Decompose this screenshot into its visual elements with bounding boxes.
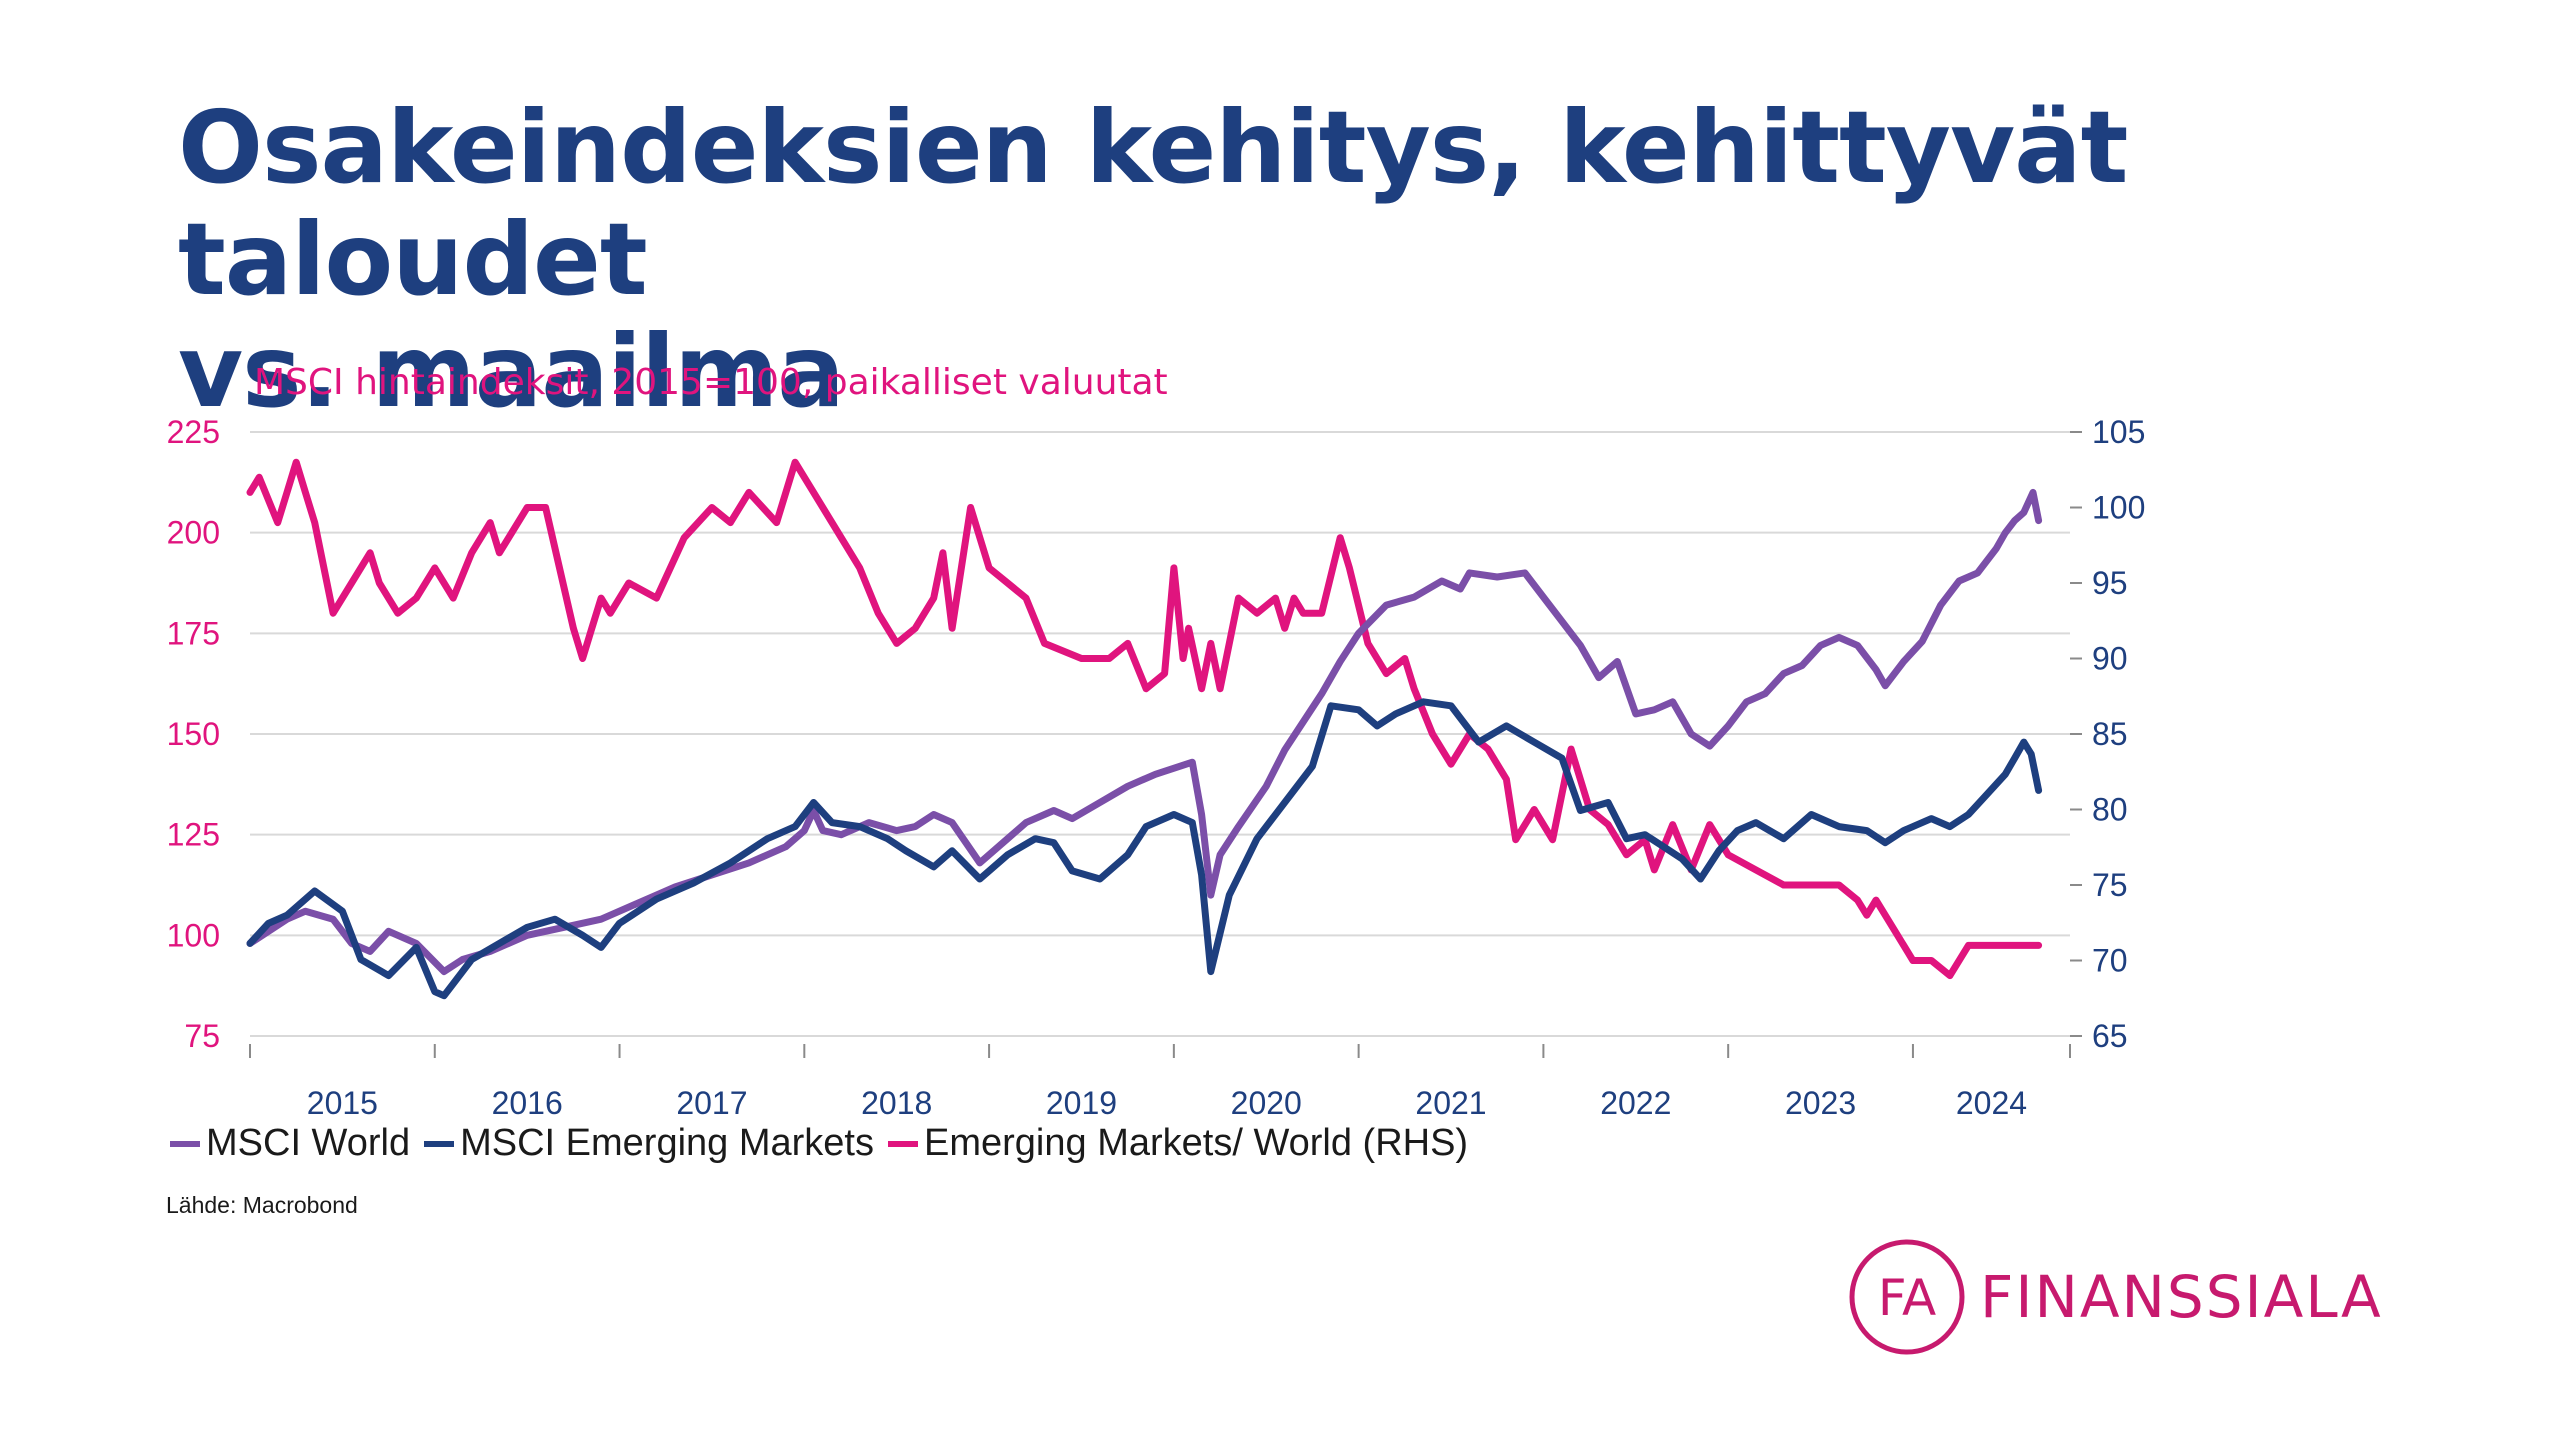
slide-title-line-2: vs. maailma (178, 313, 845, 430)
right-axis-tick-label: 100 (2092, 490, 2145, 526)
series-line-em-world-ratio (246, 458, 2043, 980)
axis-layer: 75 100 125 150 175 200 225 65 70 75 80 85 90 95 100 105… (167, 414, 2146, 1121)
left-axis-tick-label: 150 (167, 716, 220, 752)
x-axis-tick-label: 2021 (1415, 1085, 1486, 1121)
chart: 75 100 125 150 175 200 225 65 70 75 80 85 90 95 100 105… (167, 414, 2146, 1121)
series-line-msci-world (246, 488, 2043, 976)
series-line-msci-emerging-markets (246, 698, 2043, 1000)
right-axis-tick-label: 85 (2092, 716, 2128, 752)
x-axis-tick-label: 2023 (1785, 1085, 1856, 1121)
x-axis-tick-label: 2016 (492, 1085, 563, 1121)
legend-swatch-em-world-ratio (888, 1140, 918, 1147)
x-axis-tick-label: 2017 (676, 1085, 747, 1121)
legend-label-msci-emerging-markets: MSCI Emerging Markets (460, 1122, 874, 1164)
legend-swatch-msci-world (170, 1140, 200, 1147)
left-axis-tick-label: 175 (167, 615, 220, 651)
right-axis-tick-label: 95 (2092, 565, 2128, 601)
finanssiala-logo: FA FINANSSIALA (1846, 1236, 2383, 1358)
grid-layer (250, 431, 2070, 1037)
source-note: Lähde: Macrobond (166, 1192, 358, 1218)
legend-label-em-world-ratio: Emerging Markets/ World (RHS) (924, 1122, 1469, 1164)
series-layer (246, 458, 2043, 1000)
legend-swatch-msci-emerging-markets (424, 1140, 455, 1147)
left-axis-tick-label: 225 (167, 414, 220, 450)
right-axis-tick-label: 75 (2092, 867, 2128, 903)
legend-label-msci-world: MSCI World (206, 1122, 411, 1164)
left-axis-tick-label: 200 (167, 515, 220, 551)
x-axis-tick-label: 2019 (1046, 1085, 1117, 1121)
x-axis-tick-label: 2020 (1231, 1085, 1302, 1121)
legend-item-msci-emerging-markets: MSCI Emerging Markets (424, 1122, 874, 1165)
fa-logo-mark-icon: FA (1849, 1239, 1965, 1355)
right-axis-tick-label: 90 (2092, 641, 2128, 677)
left-axis-tick-label: 125 (167, 817, 220, 853)
slide-title: Osakeindeksien kehitys, kehittyvät talou… (178, 92, 2478, 428)
x-axis-tick-label: 2018 (861, 1085, 932, 1121)
left-axis-tick-label: 75 (184, 1018, 220, 1054)
legend-item-em-world-ratio: Emerging Markets/ World (RHS) (888, 1122, 1468, 1165)
right-axis-tick-label: 70 (2092, 943, 2128, 979)
slide-title-line-1: Osakeindeksien kehitys, kehittyvät talou… (178, 89, 2128, 318)
legend: MSCI World MSCI Emerging Markets Emergin… (170, 1122, 1482, 1165)
legend-item-msci-world: MSCI World (170, 1122, 410, 1165)
chart-heading: MSCI hintaindeksit, 2015=100, paikallise… (254, 362, 1168, 403)
left-axis-tick-label: 100 (167, 917, 220, 953)
x-axis-tick-label: 2022 (1600, 1085, 1671, 1121)
right-axis-tick-label: 105 (2092, 414, 2145, 450)
right-axis-tick-label: 80 (2092, 792, 2128, 828)
x-axis-tick-label: 2024 (1956, 1085, 2027, 1121)
x-axis-tick-label: 2015 (307, 1085, 378, 1121)
right-axis-tick-label: 65 (2092, 1018, 2128, 1054)
fa-logo-mark-text: FA (1878, 1269, 1936, 1327)
logo-wordmark: FINANSSIALA (1980, 1263, 2383, 1331)
